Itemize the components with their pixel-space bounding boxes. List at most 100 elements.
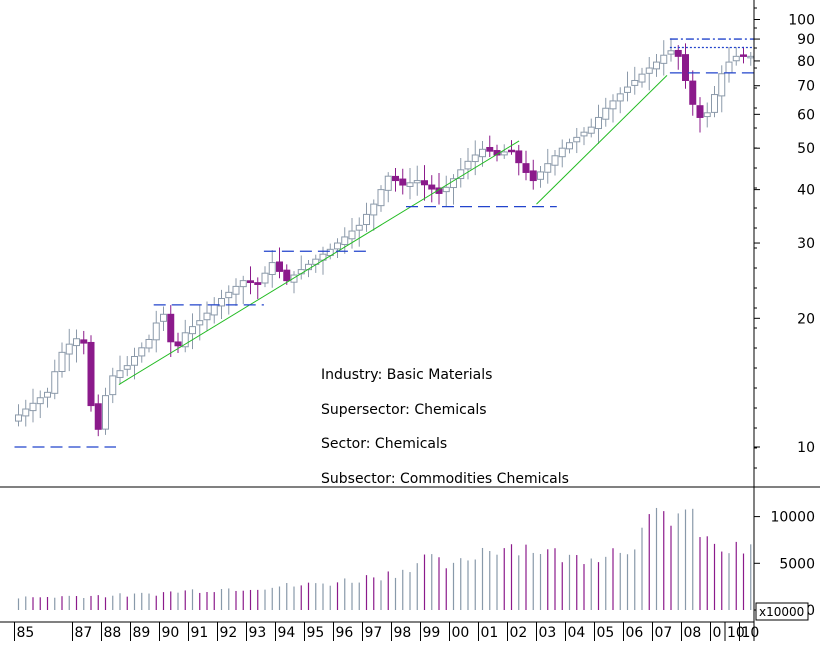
candle-body <box>189 326 196 335</box>
volume-tick-label: 0 <box>806 603 815 619</box>
candle-body <box>152 322 160 341</box>
year-label: 95 <box>307 625 325 641</box>
candle-body <box>392 175 399 182</box>
candle-body <box>529 170 537 182</box>
price-tick-label: 80 <box>797 54 815 70</box>
candle-body <box>537 171 544 180</box>
trendline <box>536 75 668 205</box>
volume-unit-label: x10000 <box>759 605 804 619</box>
year-label: 85 <box>17 625 35 641</box>
candle-body <box>674 49 682 57</box>
candle-body <box>464 160 472 170</box>
candle-body <box>718 73 726 97</box>
candle-body <box>232 285 240 295</box>
year-label: 97 <box>365 625 383 641</box>
volume-tick-label: 5000 <box>779 556 815 572</box>
candle-body <box>377 189 385 207</box>
candle-body <box>22 408 30 417</box>
candle-body <box>116 370 124 378</box>
candle-body <box>239 280 247 288</box>
year-label: 03 <box>539 625 557 641</box>
candle-body <box>268 262 276 275</box>
candle-body <box>51 371 59 394</box>
candle-body <box>515 150 523 164</box>
candle-body <box>15 414 22 422</box>
candle-body <box>196 320 204 326</box>
candle-body <box>428 184 436 190</box>
candle-body <box>384 175 392 191</box>
candle-body <box>435 187 443 194</box>
candle-body <box>602 107 610 120</box>
candle-body <box>508 149 515 153</box>
price-annotation-lines <box>14 38 754 448</box>
year-label: 10 <box>727 625 745 641</box>
candle-body <box>725 61 733 74</box>
price-tick-label: 20 <box>797 311 815 327</box>
candle-body <box>355 224 363 231</box>
candle-body <box>94 403 102 430</box>
candle-body <box>406 182 414 187</box>
candle-body <box>87 341 95 407</box>
candle-body <box>696 105 704 118</box>
candle-body <box>522 163 530 173</box>
candle-body <box>551 155 559 166</box>
candle-body <box>370 203 378 216</box>
candle-body <box>479 148 486 158</box>
candle-body <box>276 261 283 272</box>
candle-body <box>399 178 407 186</box>
candle-body <box>44 391 51 398</box>
candle-body <box>73 338 80 347</box>
candle-body <box>558 147 566 158</box>
candle-body <box>181 332 189 348</box>
price-tick-label: 70 <box>797 79 815 95</box>
candle-body <box>167 313 175 343</box>
candle-body <box>689 80 697 105</box>
year-label: 91 <box>191 625 209 641</box>
year-label: 87 <box>75 625 93 641</box>
candle-body <box>102 395 109 430</box>
candle-body <box>740 54 747 57</box>
year-label: 98 <box>394 625 412 641</box>
candle-body <box>624 86 631 93</box>
annotation-sector: Sector: Chemicals <box>321 436 447 452</box>
trendline <box>118 140 520 385</box>
candle-body <box>660 54 668 64</box>
candle-body <box>631 79 639 86</box>
candle-body <box>544 163 552 173</box>
candle-body <box>210 304 218 316</box>
price-tick-label: 30 <box>797 236 815 252</box>
candle-body <box>747 55 755 59</box>
candle-body <box>348 230 356 240</box>
candle-body <box>566 142 573 150</box>
candle-body <box>225 291 233 299</box>
candle-body <box>261 272 269 284</box>
candle-body <box>247 280 254 284</box>
candle-body <box>500 151 508 156</box>
candle-body <box>609 100 617 110</box>
candle-body <box>218 298 225 307</box>
candle-body <box>645 67 653 74</box>
candle-body <box>334 242 341 250</box>
year-label: 02 <box>510 625 528 641</box>
candle-body <box>58 351 66 372</box>
year-label: 88 <box>104 625 122 641</box>
candle-body <box>65 343 73 355</box>
year-label: 99 <box>423 625 441 641</box>
candle-body <box>283 269 291 282</box>
candle-body <box>145 338 153 349</box>
year-label: 01 <box>481 625 499 641</box>
candle-body <box>653 61 660 70</box>
price-axis-ticks: 10 20 30 40 50 60 70 80 90 100 <box>754 7 815 469</box>
candle-body <box>421 180 428 186</box>
candle-body <box>160 313 167 322</box>
candle-body <box>703 112 711 118</box>
candle-body <box>616 93 624 102</box>
candle-body <box>587 126 595 134</box>
candle-body <box>29 402 37 412</box>
candle-body <box>123 365 131 370</box>
candle-body <box>80 339 88 344</box>
volume-tick-label: 10000 <box>770 510 815 526</box>
candle-body <box>580 131 588 137</box>
